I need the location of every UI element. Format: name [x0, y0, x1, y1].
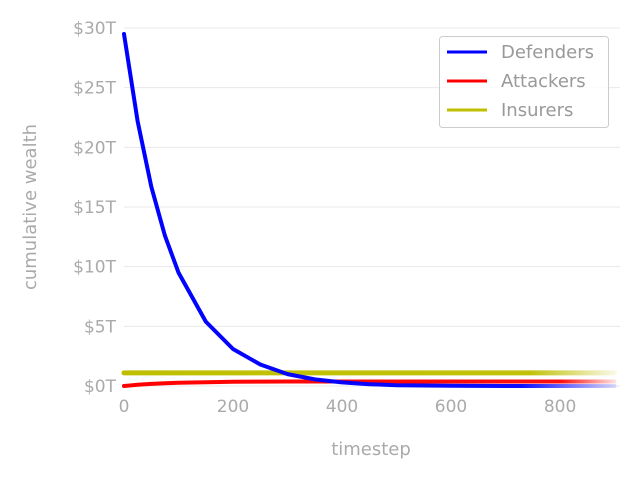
legend-label-insurers: Insurers	[501, 100, 573, 121]
legend-label-defenders: Defenders	[501, 42, 594, 63]
legend-box	[439, 36, 609, 128]
series-line-attackers	[122, 379, 617, 388]
x-axis-label: timestep	[331, 439, 411, 460]
legend: Defenders Attackers Insurers	[439, 36, 609, 128]
y-tick-label: $15T	[73, 198, 116, 218]
y-tick-label: $10T	[73, 258, 116, 278]
y-tick-label: $0T	[84, 377, 117, 397]
legend-label-attackers: Attackers	[501, 71, 586, 92]
y-tick-label: $30T	[73, 19, 116, 39]
y-tick-label: $5T	[84, 317, 117, 337]
y-tick-label: $25T	[73, 79, 116, 99]
x-tick-label: 0	[119, 397, 130, 417]
grid-lines	[124, 27, 620, 387]
series-line-defenders	[122, 32, 617, 388]
y-tick-label: $20T	[73, 138, 116, 158]
x-tick-label: 800	[544, 397, 576, 417]
x-tick-label: 600	[435, 397, 467, 417]
x-axis-ticks: 0 200 400 600 800	[119, 397, 577, 417]
x-tick-label: 400	[326, 397, 358, 417]
x-tick-label: 200	[217, 397, 249, 417]
y-axis-label: cumulative wealth	[20, 124, 41, 290]
y-axis-ticks: $0T $5T $10T $15T $20T $25T $30T	[73, 19, 116, 397]
series-lines	[121, 32, 617, 388]
